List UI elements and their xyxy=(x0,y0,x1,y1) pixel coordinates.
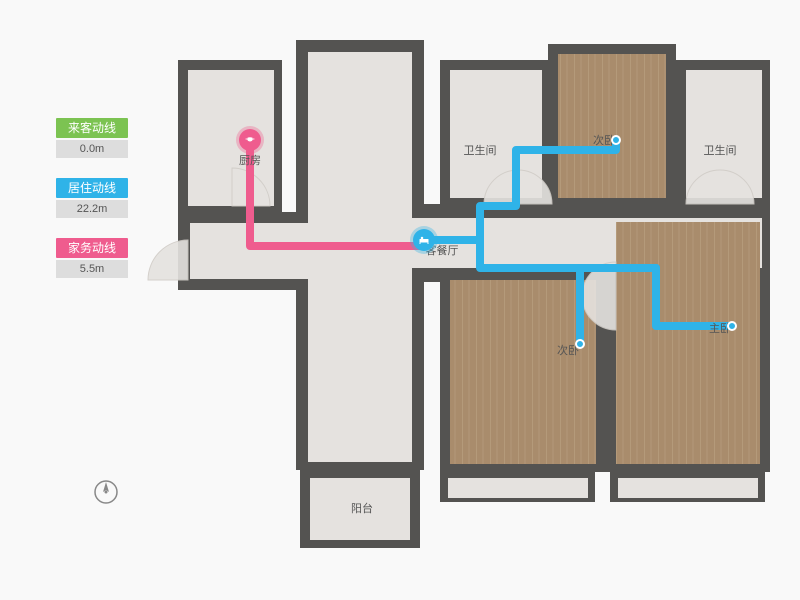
compass-icon xyxy=(92,478,120,506)
legend-item: 来客动线 0.0m xyxy=(56,118,128,158)
room-floor xyxy=(450,280,596,464)
room-floor xyxy=(618,478,758,498)
room-label: 阳台 xyxy=(351,500,373,516)
room-floor xyxy=(616,222,760,464)
flow-endpoint xyxy=(727,321,737,331)
legend-item: 居住动线 22.2m xyxy=(56,178,128,218)
bed-node-icon xyxy=(413,229,435,251)
flow-endpoint xyxy=(611,135,621,145)
legend: 来客动线 0.0m 居住动线 22.2m 家务动线 5.5m xyxy=(56,118,128,298)
room-floor xyxy=(308,52,412,462)
legend-title: 来客动线 xyxy=(56,118,128,138)
pot-node-icon xyxy=(239,129,261,151)
legend-item: 家务动线 5.5m xyxy=(56,238,128,278)
floor-plan xyxy=(0,0,800,600)
legend-value: 0.0m xyxy=(56,140,128,158)
room-label: 卫生间 xyxy=(704,142,737,158)
room-label: 厨房 xyxy=(239,152,261,168)
legend-title: 居住动线 xyxy=(56,178,128,198)
legend-value: 5.5m xyxy=(56,260,128,278)
legend-value: 22.2m xyxy=(56,200,128,218)
room-floor xyxy=(448,478,588,498)
door-arc xyxy=(148,240,188,280)
room-floor xyxy=(558,54,666,198)
flow-endpoint xyxy=(575,339,585,349)
room-label: 卫生间 xyxy=(464,142,497,158)
legend-title: 家务动线 xyxy=(56,238,128,258)
